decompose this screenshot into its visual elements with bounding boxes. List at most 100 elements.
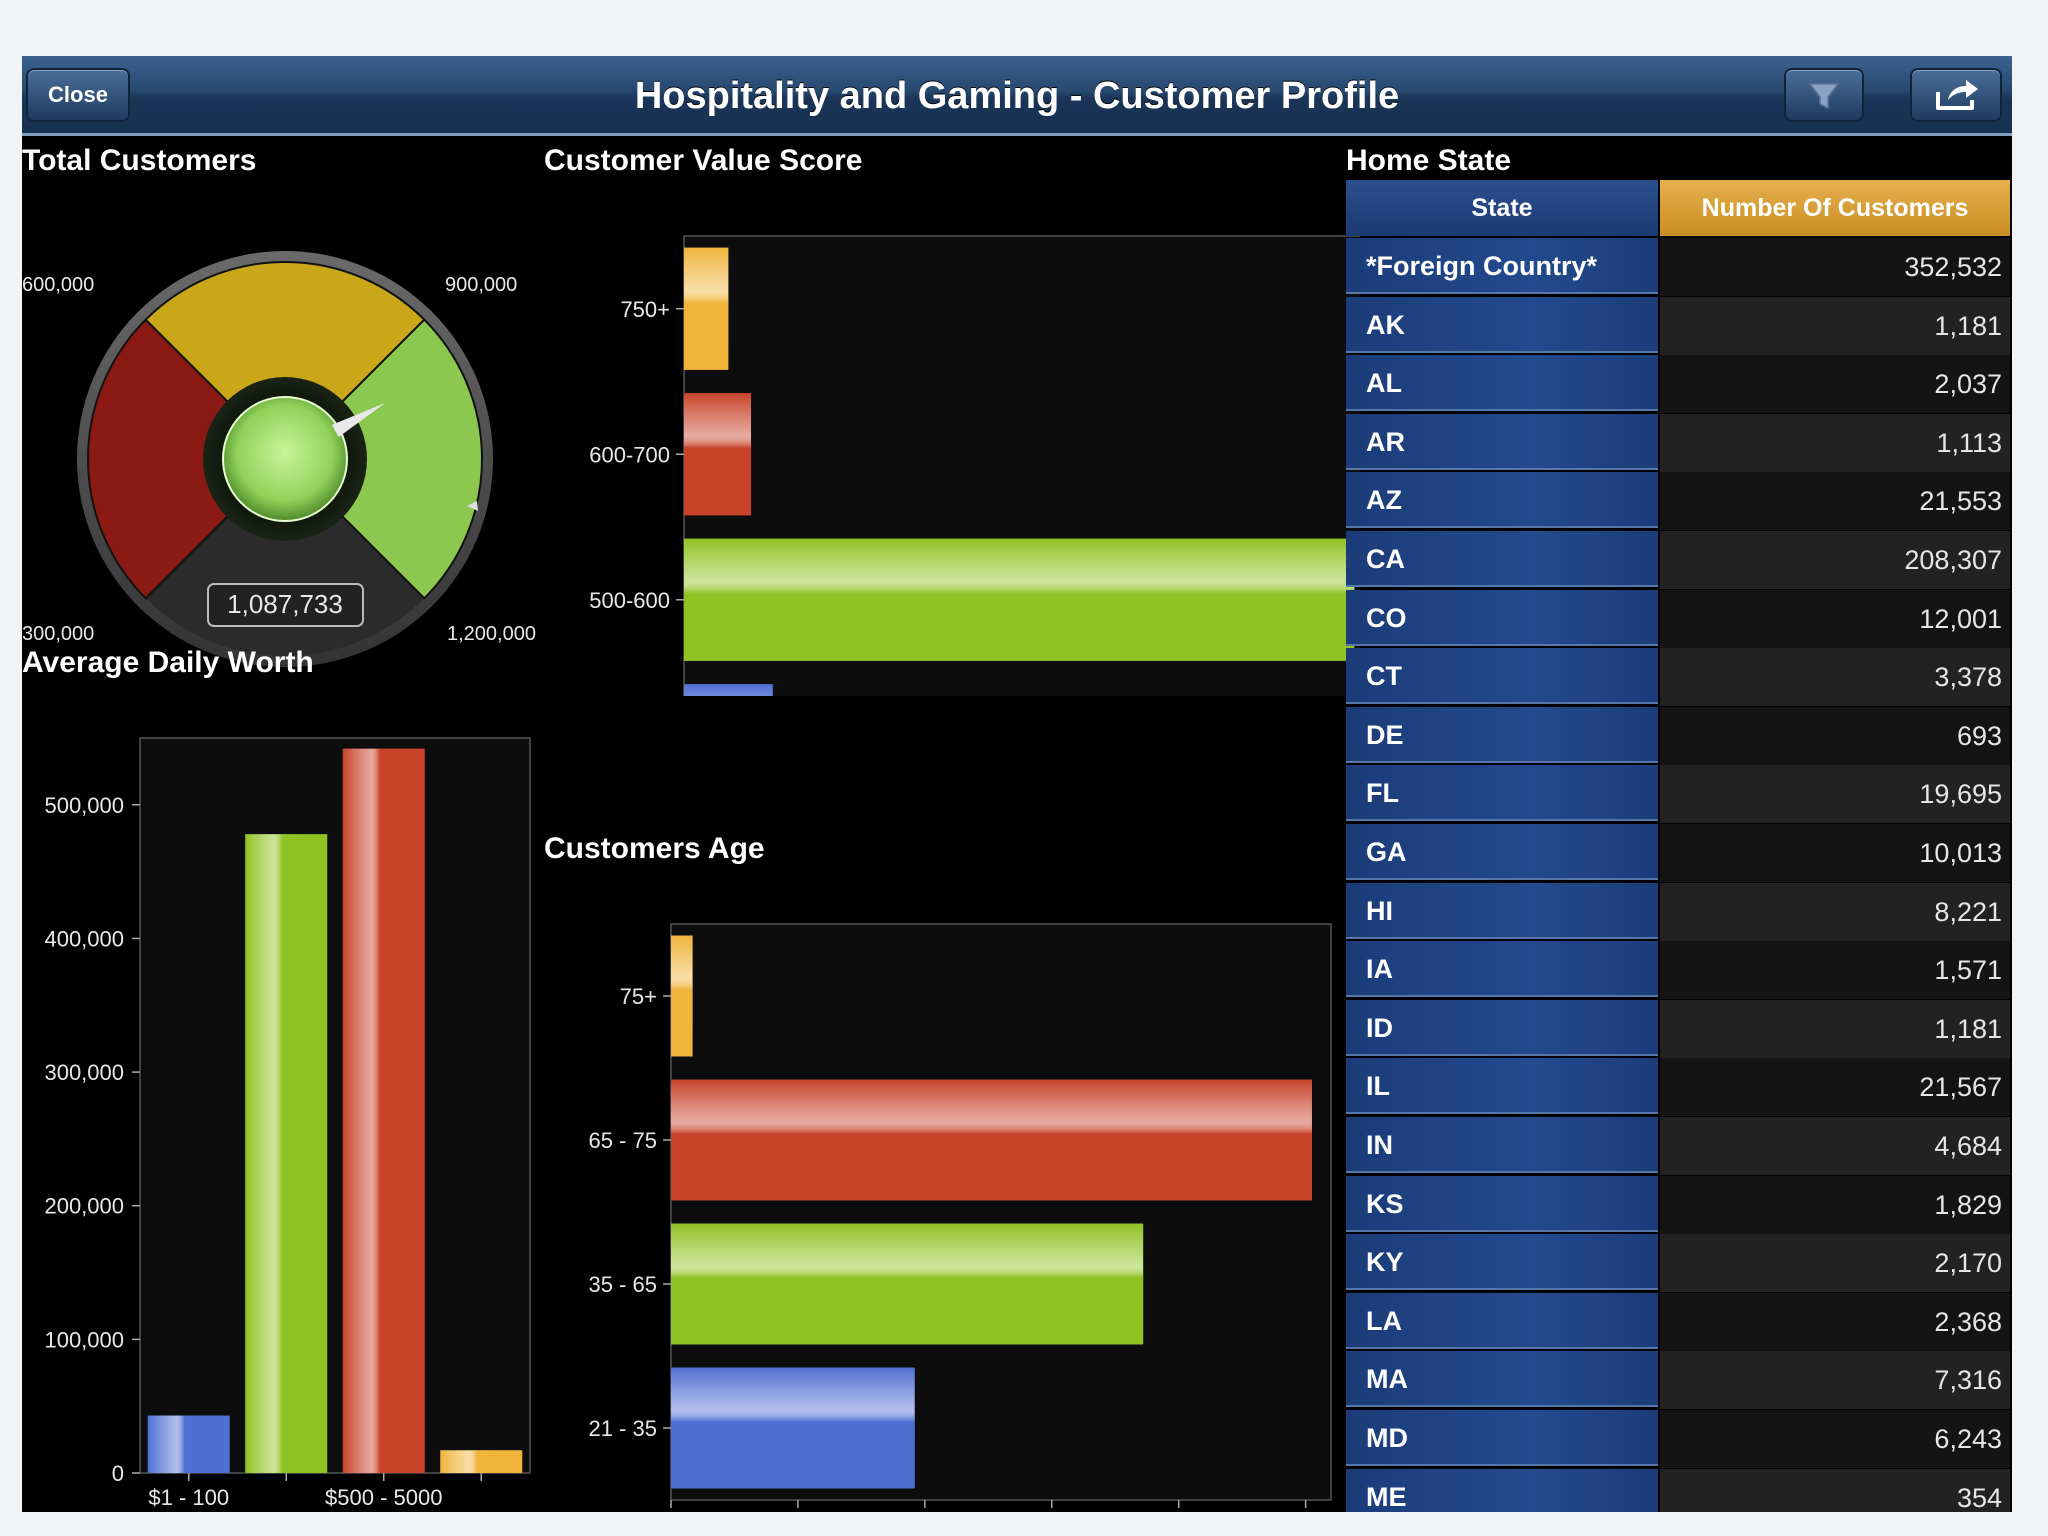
gauge-band-mid	[144, 261, 426, 461]
gauge-marker	[467, 501, 478, 511]
adw-y-tick-label: 0	[112, 1461, 124, 1486]
adw-y-tick-label: 200,000	[44, 1194, 124, 1219]
customer-count-cell: 352,532	[1660, 238, 2010, 296]
state-cell: GA	[1346, 824, 1658, 880]
state-cell: AL	[1346, 355, 1658, 412]
adw-bar[interactable]	[342, 748, 425, 1473]
table-row[interactable]: LA 2,368	[1346, 1292, 2010, 1351]
gauge-scale-label: 600,000	[22, 274, 94, 296]
customer-count-cell: 12,001	[1660, 589, 2010, 648]
state-cell: HI	[1346, 882, 1658, 939]
adw-y-tick-label: 300,000	[44, 1060, 124, 1085]
filter-button[interactable]	[1784, 68, 1864, 122]
cvs-category-label: 750+	[620, 297, 670, 322]
table-row[interactable]: *Foreign Country* 352,532	[1346, 238, 2010, 296]
customer-count-cell: 6,243	[1660, 1410, 2010, 1468]
adw-bar[interactable]	[147, 1415, 230, 1473]
state-cell: KS	[1346, 1175, 1658, 1232]
customer-count-cell: 1,113	[1660, 413, 2010, 472]
column-header-state[interactable]: State	[1346, 180, 1658, 236]
table-row[interactable]: CT 3,378	[1346, 648, 2010, 707]
share-button[interactable]	[1910, 68, 2002, 122]
table-row[interactable]: ID 1,181	[1346, 999, 2010, 1058]
gauge-band-low	[87, 318, 287, 600]
table-row[interactable]: HI 8,221	[1346, 882, 2010, 941]
age-category-label: 65 - 75	[589, 1128, 658, 1153]
table-row[interactable]: GA 10,013	[1346, 824, 2010, 882]
customer-count-cell: 3,378	[1660, 648, 2010, 707]
table-row[interactable]: KY 2,170	[1346, 1234, 2010, 1293]
age-bar[interactable]	[671, 1367, 915, 1489]
cvs-category-label: 500-600	[589, 588, 670, 613]
state-cell: AK	[1346, 296, 1658, 353]
customers-age-title: Customers Age	[544, 832, 765, 865]
state-cell: CA	[1346, 531, 1658, 587]
top-bar: Hospitality and Gaming - Customer Profil…	[22, 56, 2012, 136]
table-row[interactable]: IN 4,684	[1346, 1117, 2010, 1175]
cvs-bar[interactable]	[684, 684, 773, 696]
table-row[interactable]: FL 19,695	[1346, 765, 2010, 824]
customer-count-cell: 2,368	[1660, 1292, 2010, 1351]
dashboard-screen: Hospitality and Gaming - Customer Profil…	[22, 56, 2012, 1512]
customer-count-cell: 21,567	[1660, 1058, 2010, 1117]
table-row[interactable]: AL 2,037	[1346, 355, 2010, 414]
state-cell: IN	[1346, 1117, 1658, 1173]
age-bar[interactable]	[671, 1223, 1144, 1345]
customer-count-cell: 7,316	[1660, 1351, 2010, 1410]
table-row[interactable]: AZ 21,553	[1346, 472, 2010, 531]
adw-bar[interactable]	[245, 834, 328, 1473]
table-row[interactable]: IA 1,571	[1346, 941, 2010, 1000]
adw-bar[interactable]	[440, 1450, 523, 1473]
adw-category-label: $1 - 100	[148, 1485, 229, 1510]
adw-plot-area	[139, 737, 531, 1474]
total-customers-title: Total Customers	[22, 144, 257, 177]
state-cell: LA	[1346, 1292, 1658, 1349]
table-row[interactable]: KS 1,829	[1346, 1175, 2010, 1234]
adw-y-tick-label: 100,000	[44, 1327, 124, 1352]
gauge-hub	[222, 396, 348, 522]
adw-y-tick-label: 400,000	[44, 926, 124, 951]
state-cell: FL	[1346, 765, 1658, 822]
table-row[interactable]: CA 208,307	[1346, 531, 2010, 589]
state-cell: *Foreign Country*	[1346, 238, 1658, 294]
customer-value-score-chart: 750+600-700500-6000-5000200,000400,00060…	[589, 235, 1360, 696]
age-bar[interactable]	[671, 1079, 1312, 1201]
customer-count-cell: 1,571	[1660, 941, 2010, 1000]
customer-count-cell: 1,181	[1660, 999, 2010, 1058]
age-category-label: 75+	[620, 984, 657, 1009]
cvs-bar[interactable]	[684, 393, 752, 516]
customer-count-cell: 21,553	[1660, 472, 2010, 531]
table-row[interactable]: AK 1,181	[1346, 296, 2010, 355]
customer-count-cell: 1,829	[1660, 1175, 2010, 1234]
average-daily-worth-title: Average Daily Worth	[22, 646, 314, 679]
customer-count-cell: 10,013	[1660, 824, 2010, 882]
customer-count-cell: 354	[1660, 1468, 2010, 1512]
customer-count-cell: 4,684	[1660, 1117, 2010, 1175]
filter-icon	[1808, 83, 1840, 110]
cvs-bar[interactable]	[684, 247, 729, 370]
column-header-number-of-customers[interactable]: Number Of Customers	[1660, 180, 2010, 236]
gauge-value-label: 1,087,733	[227, 589, 343, 619]
table-row[interactable]: CO 12,001	[1346, 589, 2010, 648]
customer-count-cell: 2,170	[1660, 1234, 2010, 1293]
cvs-bar[interactable]	[684, 538, 1355, 661]
state-cell: MA	[1346, 1351, 1658, 1408]
average-daily-worth-chart: 0 100,000 200,000 300,000 400,000 500,000 $1 -…	[44, 737, 531, 1510]
state-cell: IL	[1346, 1058, 1658, 1115]
close-button[interactable]: Close	[26, 68, 130, 122]
state-cell: CT	[1346, 648, 1658, 705]
table-row[interactable]: MA 7,316	[1346, 1351, 2010, 1410]
customer-count-cell: 8,221	[1660, 882, 2010, 941]
table-row[interactable]: IL 21,567	[1346, 1058, 2010, 1117]
table-row[interactable]: MD 6,243	[1346, 1410, 2010, 1468]
customer-count-cell: 208,307	[1660, 531, 2010, 589]
age-bar[interactable]	[671, 935, 693, 1057]
table-row[interactable]: AR 1,113	[1346, 413, 2010, 472]
gauge-value-box	[207, 583, 364, 627]
table-row[interactable]: ME 354	[1346, 1468, 2010, 1512]
share-icon	[1936, 80, 1978, 110]
customer-count-cell: 2,037	[1660, 355, 2010, 414]
state-cell: ID	[1346, 999, 1658, 1056]
state-cell: AZ	[1346, 472, 1658, 529]
table-row[interactable]: DE 693	[1346, 706, 2010, 765]
